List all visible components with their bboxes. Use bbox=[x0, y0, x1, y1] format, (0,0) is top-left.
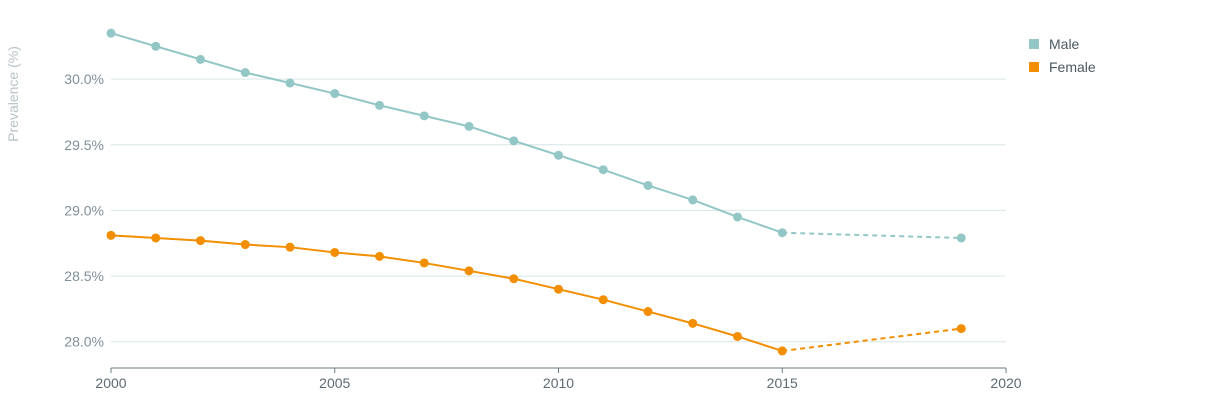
series-projection-male bbox=[782, 231, 962, 239]
y-tick-label: 29.5% bbox=[64, 137, 104, 153]
data-point-female[interactable] bbox=[285, 242, 295, 252]
legend: Male Female bbox=[1029, 32, 1096, 78]
data-point-male[interactable] bbox=[240, 68, 250, 78]
data-point-female[interactable] bbox=[956, 324, 966, 334]
data-point-female[interactable] bbox=[419, 258, 429, 268]
data-point-female[interactable] bbox=[196, 236, 205, 246]
data-point-male[interactable] bbox=[643, 180, 653, 190]
y-tick-label: 30.0% bbox=[64, 71, 104, 87]
data-point-female[interactable] bbox=[554, 284, 563, 294]
series-layer bbox=[106, 28, 966, 356]
x-tick-label: 2010 bbox=[543, 375, 574, 391]
y-tick-label: 28.0% bbox=[64, 334, 104, 350]
data-point-female[interactable] bbox=[598, 295, 608, 305]
data-point-female[interactable] bbox=[330, 247, 340, 257]
data-point-male[interactable] bbox=[956, 233, 966, 243]
series-female bbox=[106, 230, 966, 356]
data-point-female[interactable] bbox=[240, 240, 250, 250]
data-point-male[interactable] bbox=[598, 165, 608, 175]
data-point-male[interactable] bbox=[106, 28, 116, 38]
series-line-male bbox=[110, 32, 783, 234]
x-tick-label: 2000 bbox=[95, 375, 126, 391]
gridlines bbox=[111, 78, 1006, 343]
series-projection-female bbox=[782, 327, 962, 352]
data-point-female[interactable] bbox=[777, 346, 787, 356]
data-point-male[interactable] bbox=[733, 212, 742, 222]
data-point-male[interactable] bbox=[151, 41, 161, 51]
data-point-female[interactable] bbox=[643, 307, 653, 317]
legend-label-male: Male bbox=[1049, 35, 1080, 52]
data-point-male[interactable] bbox=[509, 136, 519, 146]
y-axis-ticks: 28.0% 28.5% 29.0% 29.5% 30.0% bbox=[64, 71, 104, 350]
y-tick-label: 28.5% bbox=[64, 268, 104, 284]
data-point-female[interactable] bbox=[464, 266, 474, 276]
y-axis-label: Prevalence (%) bbox=[5, 46, 21, 142]
x-tick-label: 2015 bbox=[767, 375, 798, 391]
data-point-female[interactable] bbox=[151, 233, 161, 243]
legend-item-female[interactable]: Female bbox=[1029, 55, 1096, 78]
data-point-female[interactable] bbox=[375, 251, 384, 261]
data-point-female[interactable] bbox=[106, 230, 116, 240]
data-point-female[interactable] bbox=[733, 331, 742, 341]
data-point-male[interactable] bbox=[375, 100, 384, 110]
y-tick-label: 29.0% bbox=[64, 202, 104, 218]
data-point-male[interactable] bbox=[285, 78, 295, 88]
series-line-female bbox=[110, 234, 783, 352]
data-point-male[interactable] bbox=[554, 150, 563, 160]
x-axis-ticks: 2000 2005 2010 2015 2020 bbox=[95, 368, 1022, 391]
data-point-female[interactable] bbox=[509, 274, 519, 284]
legend-label-female: Female bbox=[1049, 58, 1096, 75]
data-point-male[interactable] bbox=[419, 111, 429, 121]
data-point-female[interactable] bbox=[688, 318, 698, 328]
legend-swatch-female bbox=[1029, 61, 1039, 72]
x-tick-label: 2005 bbox=[319, 375, 350, 391]
data-point-male[interactable] bbox=[688, 195, 698, 205]
data-point-male[interactable] bbox=[777, 228, 787, 238]
x-tick-label: 2020 bbox=[990, 375, 1021, 391]
legend-swatch-male bbox=[1029, 38, 1039, 49]
data-point-male[interactable] bbox=[464, 121, 474, 131]
data-point-male[interactable] bbox=[196, 54, 205, 64]
series-male bbox=[106, 28, 966, 243]
legend-item-male[interactable]: Male bbox=[1029, 32, 1096, 55]
data-point-male[interactable] bbox=[330, 89, 340, 99]
